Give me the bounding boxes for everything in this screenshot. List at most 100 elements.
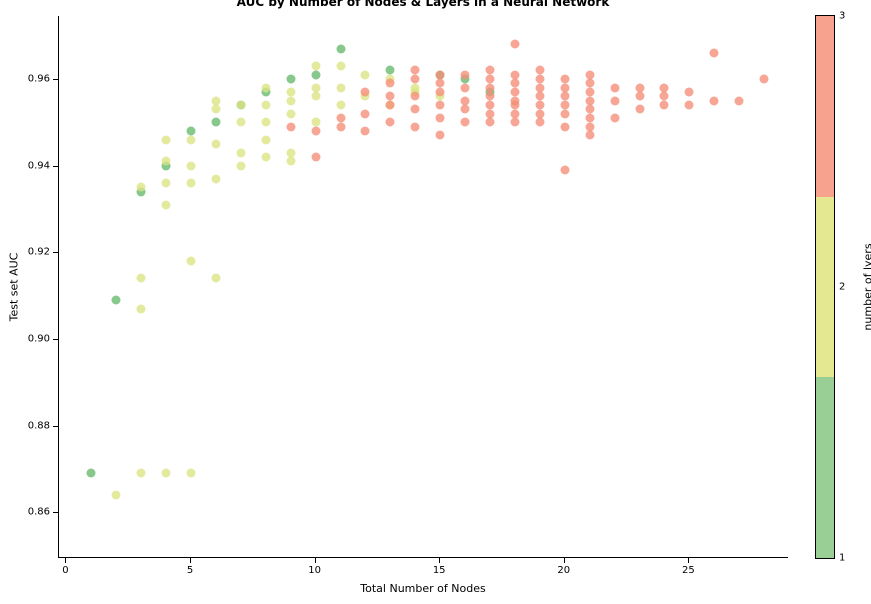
scatter-point [610,83,619,92]
scatter-point [211,139,220,148]
scatter-point [560,100,569,109]
scatter-point [510,118,519,127]
chart-title: AUC by Number of Nodes & Layers in a Neu… [237,0,610,9]
scatter-point [311,152,320,161]
scatter-point [585,105,594,114]
scatter-point [461,118,470,127]
scatter-point [286,122,295,131]
scatter-point [635,83,644,92]
y-tick-mark [53,252,58,253]
y-tick-mark [53,166,58,167]
y-tick-label: 0.86 [28,507,50,518]
x-tick-mark [564,558,565,563]
scatter-point [261,83,270,92]
scatter-point [461,70,470,79]
scatter-point [162,200,171,209]
scatter-point [162,135,171,144]
scatter-point [585,87,594,96]
scatter-point [411,74,420,83]
scatter-point [685,87,694,96]
y-tick-mark [53,339,58,340]
scatter-point [286,87,295,96]
scatter-point [112,491,121,500]
scatter-point [461,96,470,105]
scatter-point [336,83,345,92]
scatter-point [436,70,445,79]
scatter-point [112,296,121,305]
scatter-point [361,126,370,135]
scatter-point [560,122,569,131]
scatter-point [660,100,669,109]
scatter-point [236,148,245,157]
scatter-point [187,256,196,265]
scatter-point [685,100,694,109]
colorbar-tick-label: 2 [839,282,845,293]
scatter-point [585,70,594,79]
scatter-point [535,83,544,92]
scatter-point [311,83,320,92]
scatter-point [211,174,220,183]
scatter-point [585,96,594,105]
scatter-point [585,79,594,88]
scatter-point [486,74,495,83]
scatter-point [510,96,519,105]
scatter-point [436,79,445,88]
colorbar-tick-label: 3 [839,11,845,22]
y-tick-mark [53,79,58,80]
scatter-point [261,152,270,161]
scatter-point [311,92,320,101]
scatter-point [286,157,295,166]
scatter-point [535,92,544,101]
x-tick-mark [688,558,689,563]
scatter-point [486,83,495,92]
colorbar-tick-label: 1 [839,553,845,564]
scatter-point [137,274,146,283]
scatter-point [386,118,395,127]
scatter-point [137,304,146,313]
scatter-point [361,70,370,79]
scatter-point [336,113,345,122]
scatter-point [87,469,96,478]
y-tick-mark [53,512,58,513]
x-tick-mark [315,558,316,563]
y-tick-label: 0.96 [28,73,50,84]
colorbar-segment [816,16,834,197]
scatter-point [361,109,370,118]
scatter-point [510,109,519,118]
scatter-point [660,92,669,101]
y-tick-label: 0.92 [28,247,50,258]
colorbar [816,16,834,558]
x-axis-label: Total Number of Nodes [360,582,485,595]
scatter-point [386,100,395,109]
scatter-point [162,178,171,187]
scatter-point [311,118,320,127]
scatter-point [486,109,495,118]
scatter-point [187,178,196,187]
colorbar-label: number of lyers [862,243,871,330]
scatter-point [510,40,519,49]
scatter-point [560,109,569,118]
scatter-point [187,126,196,135]
scatter-point [286,109,295,118]
scatter-point [461,83,470,92]
scatter-point [386,66,395,75]
y-tick-label: 0.94 [28,160,50,171]
scatter-point [187,469,196,478]
y-tick-label: 0.90 [28,334,50,345]
scatter-point [760,74,769,83]
scatter-point [236,100,245,109]
scatter-point [585,113,594,122]
scatter-point [162,157,171,166]
scatter-point [361,87,370,96]
scatter-point [610,96,619,105]
scatter-point [137,469,146,478]
scatter-point [311,126,320,135]
scatter-point [486,92,495,101]
scatter-point [336,44,345,53]
x-tick-label: 15 [433,565,446,576]
scatter-point [311,61,320,70]
x-tick-mark [190,558,191,563]
scatter-point [585,131,594,140]
scatter-point [187,161,196,170]
scatter-point [560,83,569,92]
